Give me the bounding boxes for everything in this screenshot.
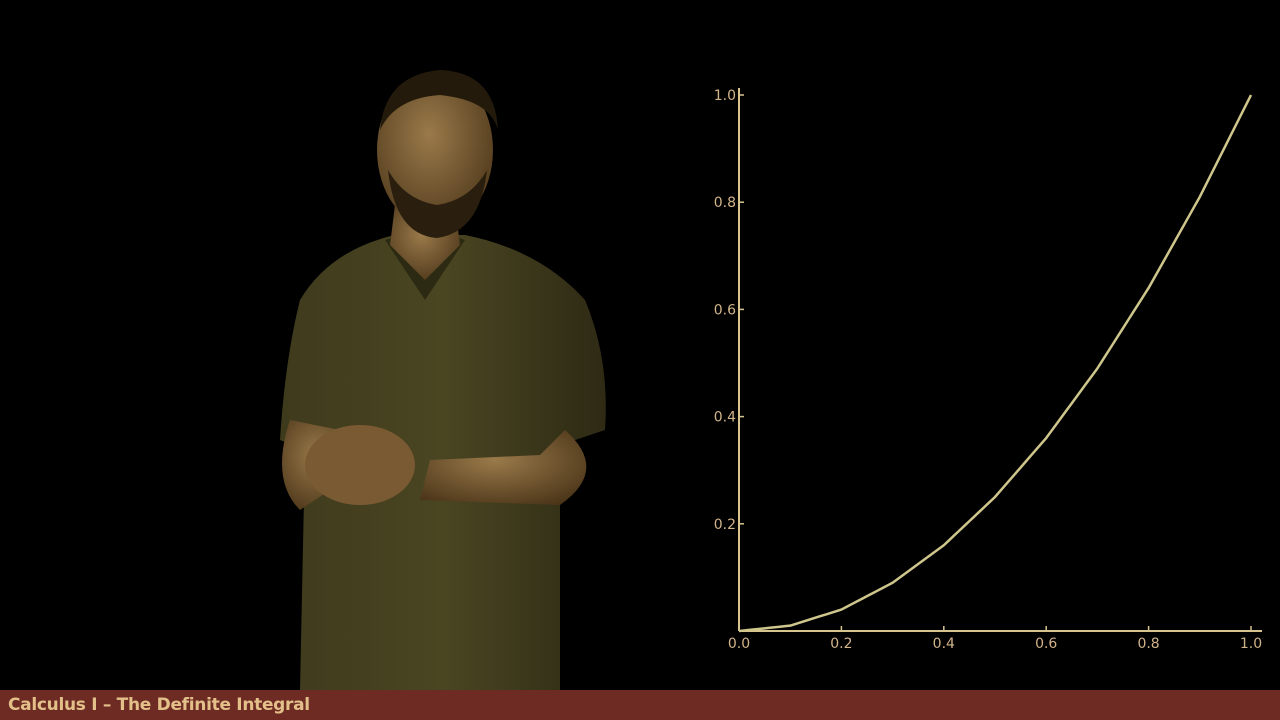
x-tick-label: 0.0: [728, 636, 750, 652]
y-tick-label: 0.6: [714, 302, 736, 318]
y-tick-label: 0.4: [714, 410, 736, 426]
y-tick-label: 0.8: [714, 195, 736, 211]
tick-marks: [738, 94, 1252, 631]
series-group: [738, 94, 1253, 633]
x-tick-label: 1.0: [1240, 636, 1262, 652]
tick-labels: 0.0 0.2 0.4 0.6 0.8 1.0 0.2 0.4 0.6 0.8 1.0: [714, 88, 1262, 652]
axes: [738, 88, 1262, 632]
x-tick-label: 0.2: [830, 636, 852, 652]
x-tick-label: 0.4: [933, 636, 955, 652]
x-tick-label: 0.8: [1137, 636, 1159, 652]
presenter-figure: [280, 70, 606, 690]
y-tick-label: 1.0: [714, 88, 736, 104]
function-plot: 0.0 0.2 0.4 0.6 0.8 1.0 0.2 0.4 0.6 0.8 1.0: [714, 88, 1262, 652]
series-line: [738, 94, 1253, 633]
y-tick-label: 0.2: [714, 517, 736, 533]
course-title: Calculus I – The Definite Integral: [8, 695, 310, 715]
footer-bar: Calculus I – The Definite Integral: [0, 690, 1280, 720]
x-tick-label: 0.6: [1035, 636, 1057, 652]
